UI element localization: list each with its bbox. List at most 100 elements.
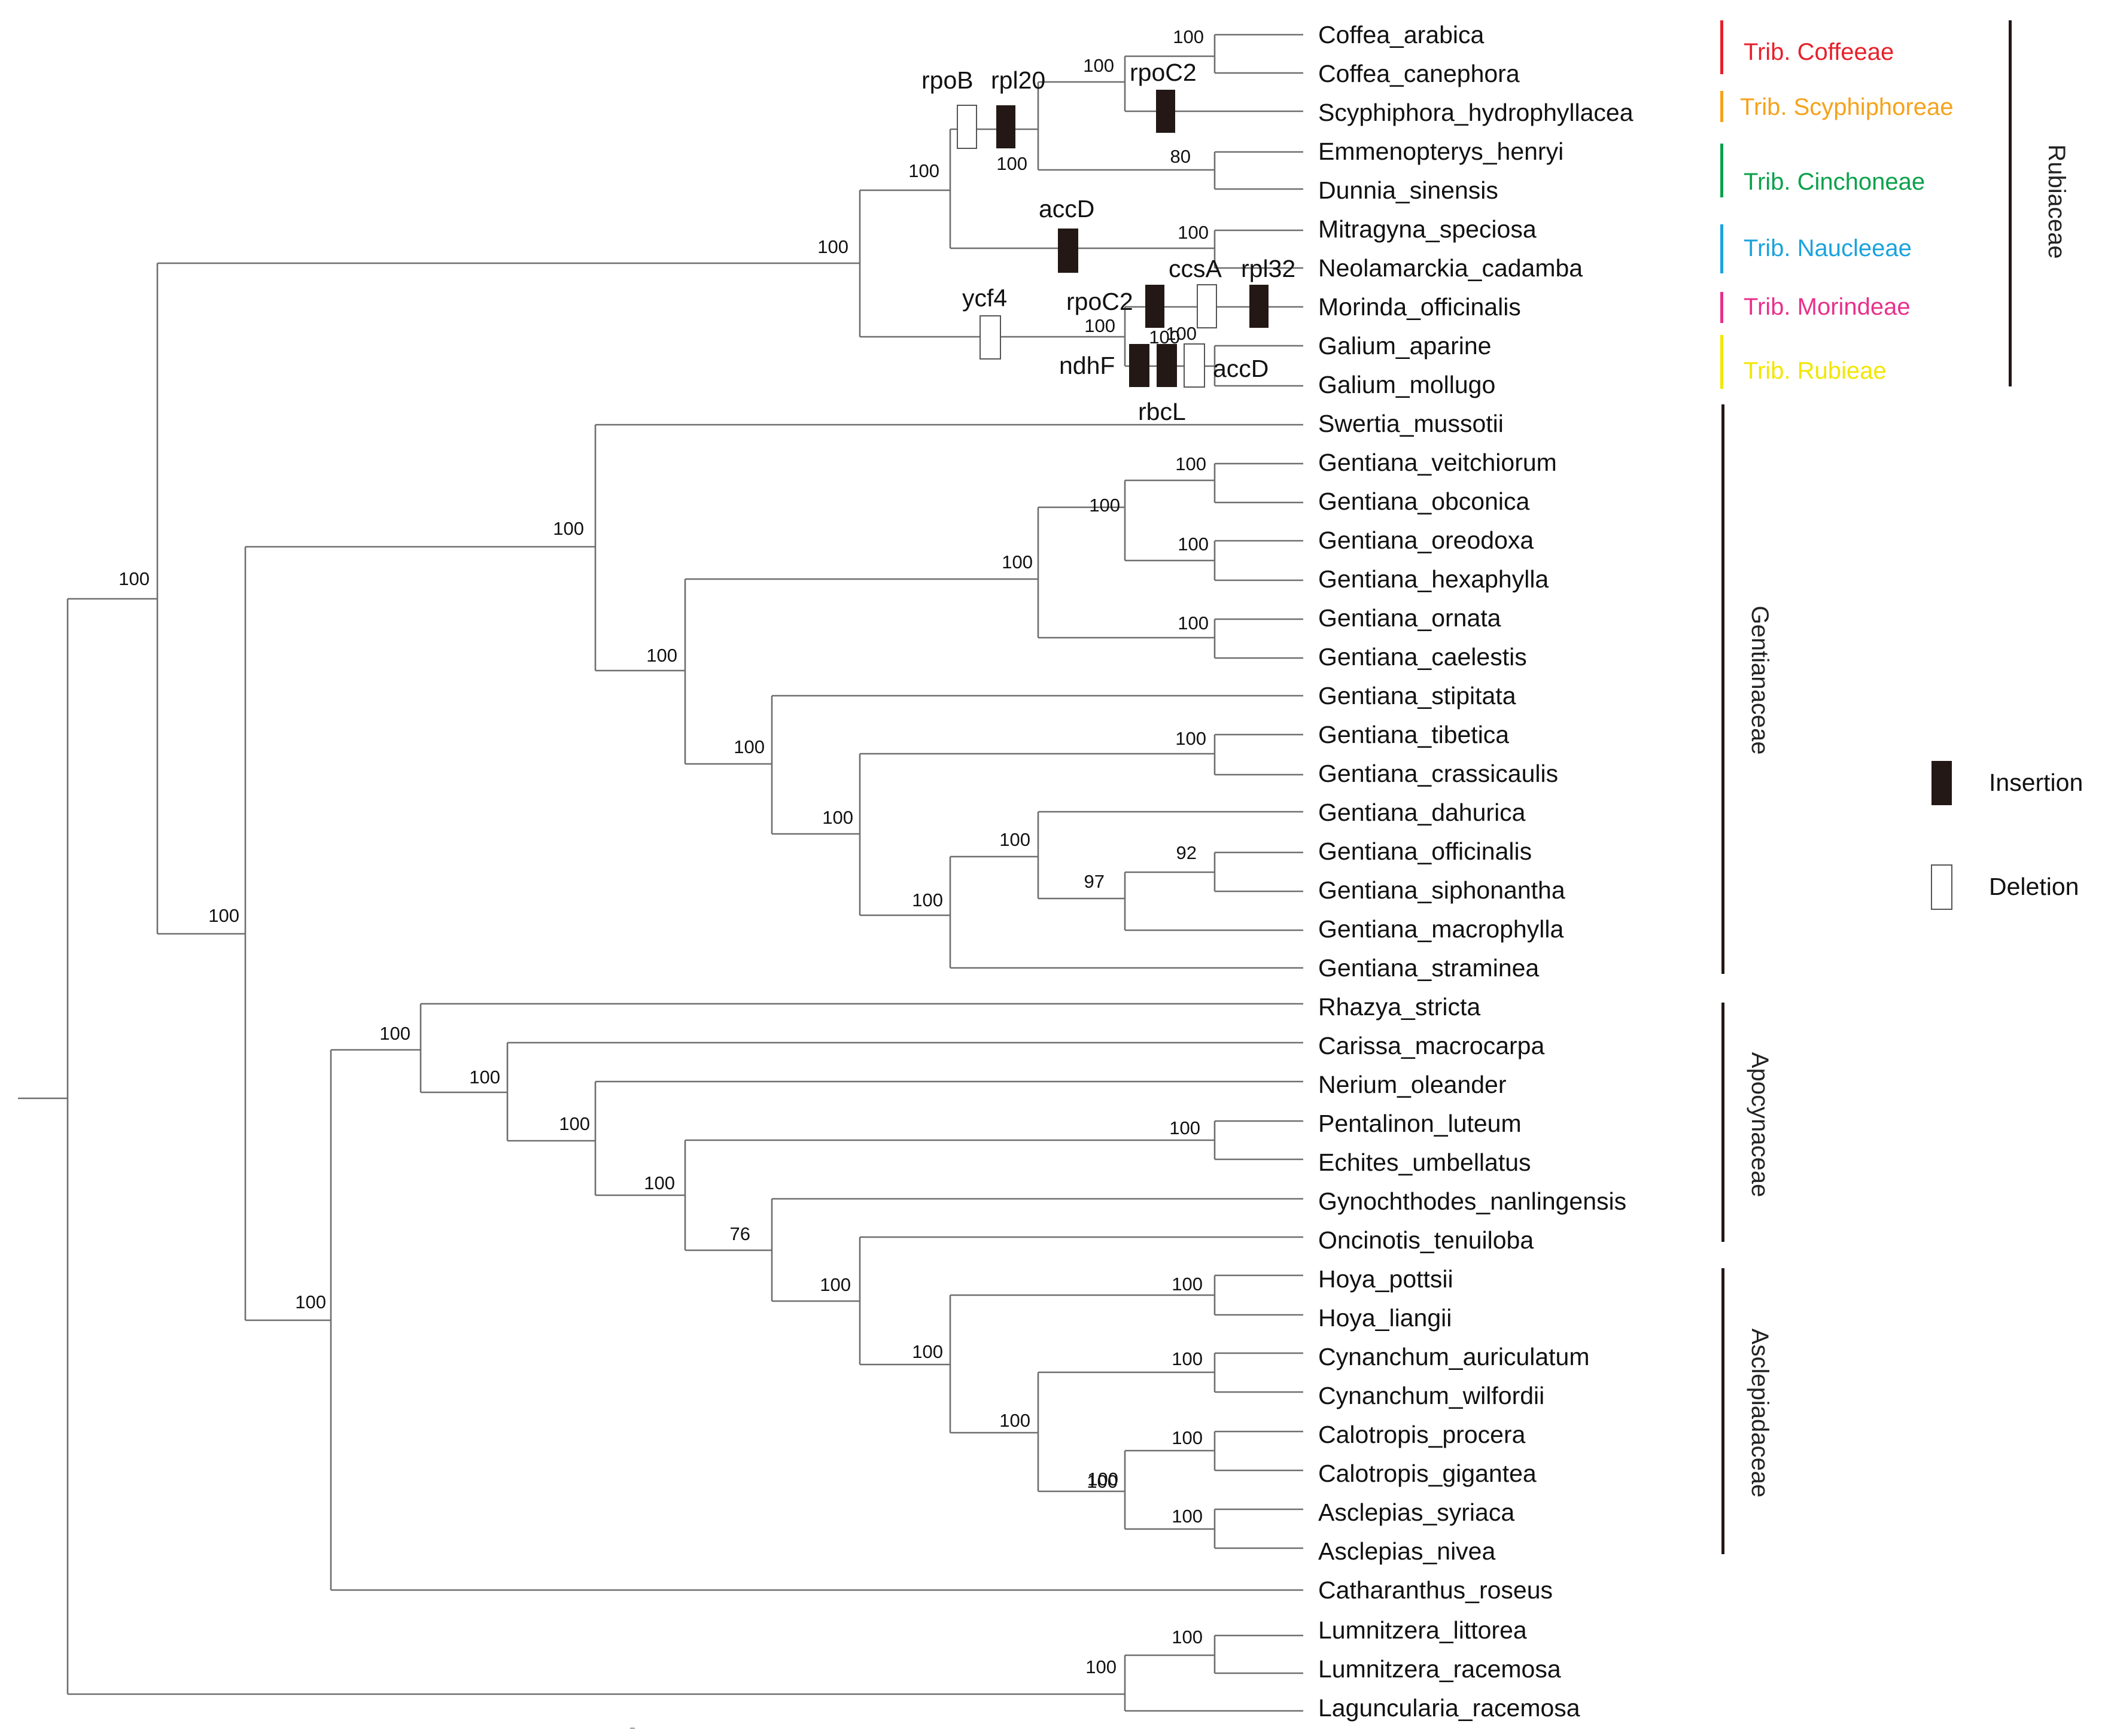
taxon-label: Asclepias_syriaca xyxy=(1318,1499,1514,1526)
support-value: 100 xyxy=(295,1292,326,1312)
taxon-label: Gentiana_straminea xyxy=(1318,954,1539,982)
gene-label: rpl32 xyxy=(1241,255,1295,282)
family-label-rubiaceae: Rubiaceae xyxy=(2043,144,2070,258)
insertion-marker xyxy=(996,105,1015,148)
gene-label: accD xyxy=(1039,195,1094,223)
pentalinon-node xyxy=(1213,1120,1303,1161)
legend: Insertion Deletion xyxy=(1931,761,2083,910)
gentiana-clade-a xyxy=(1037,506,1215,639)
insertion-marker xyxy=(1156,90,1175,133)
taxon-label: Asclepias_nivea xyxy=(1318,1537,1495,1565)
tribe-label: Trib. Coffeeae xyxy=(1744,39,1894,65)
support-value: 100 xyxy=(734,736,765,757)
stray-mark xyxy=(630,1728,635,1729)
tribe-label: Trib. Cinchoneae xyxy=(1744,169,1925,195)
gentianaceae-node xyxy=(594,424,1303,672)
gene-label: ndhF xyxy=(1059,352,1115,379)
gentianales-node xyxy=(244,546,595,1321)
ingroup-node xyxy=(156,262,860,935)
gene-label: rpoC2 xyxy=(1130,59,1197,86)
gene-label: rpl20 xyxy=(991,66,1045,94)
family-bar-rubiaceae xyxy=(2009,20,2012,386)
taxon-label: Mitragyna_speciosa xyxy=(1318,215,1537,243)
taxon-label: Gentiana_dahurica xyxy=(1318,799,1526,826)
veitchiorum-node xyxy=(1213,462,1303,504)
tribe-annotations: Trib. Coffeeae Trib. Scyphiphoreae Trib.… xyxy=(1720,20,1953,389)
calotropis-asclepias-node xyxy=(1124,1449,1215,1530)
carissa-node xyxy=(506,1041,1303,1142)
deletion-marker xyxy=(957,105,977,149)
tribe-bar xyxy=(1720,224,1723,273)
taxon-label: Gentiana_caelestis xyxy=(1318,643,1527,671)
taxon-label: Gentiana_stipitata xyxy=(1318,682,1516,709)
gentiana-clade-b2 xyxy=(949,855,1303,969)
taxon-label: Calotropis_procera xyxy=(1318,1421,1526,1448)
support-value: 100 xyxy=(908,160,939,181)
tree-branches xyxy=(18,33,1303,1712)
family-bar-gentianaceae xyxy=(1721,404,1724,974)
support-value: 100 xyxy=(1172,1506,1203,1527)
taxon-label: Morinda_officinalis xyxy=(1318,293,1521,321)
taxon-label: Carissa_macrocarpa xyxy=(1318,1032,1544,1059)
hoya-node xyxy=(1213,1274,1303,1316)
support-value: 100 xyxy=(1089,495,1120,516)
gentiana-clade-b1 xyxy=(859,753,1215,916)
lumnitzera-node xyxy=(1213,1634,1303,1674)
gene-label: rpoB xyxy=(921,66,974,94)
support-value: 97 xyxy=(1084,871,1105,892)
taxon-label: Lumnitzera_littorea xyxy=(1318,1616,1527,1644)
support-value: 100 xyxy=(469,1067,500,1088)
apocynoid-node xyxy=(684,1139,1215,1251)
taxon-label: Oncinotis_tenuiloba xyxy=(1318,1226,1534,1254)
coffea-emmenopterys-node xyxy=(1037,81,1215,171)
officinalis-macrophylla-node xyxy=(1124,871,1303,931)
support-value: 100 xyxy=(822,807,853,828)
taxon-label: Pentalinon_luteum xyxy=(1318,1110,1522,1137)
ornata-node xyxy=(1213,618,1303,659)
taxon-label: Gentiana_macrophylla xyxy=(1318,915,1564,943)
support-value: 100 xyxy=(1087,1469,1118,1490)
support-value: 100 xyxy=(1169,1117,1200,1138)
support-value: 100 xyxy=(912,890,943,910)
family-bar-apocynaceae xyxy=(1721,1003,1724,1242)
taxon-label: Cynanchum_auriculatum xyxy=(1318,1343,1590,1370)
taxon-label: Hoya_liangii xyxy=(1318,1304,1452,1332)
family-label-asclepiadaceae: Asclepiadaceae xyxy=(1747,1329,1773,1497)
family-label-gentianaceae: Gentianaceae xyxy=(1747,605,1773,754)
taxon-label: Echites_umbellatus xyxy=(1318,1149,1531,1176)
taxon-label: Gentiana_veitchiorum xyxy=(1318,449,1557,476)
support-value: 100 xyxy=(208,905,239,926)
gynochthodes-node xyxy=(771,1198,1303,1302)
officinalis-node xyxy=(1213,851,1303,893)
calotropis-node xyxy=(1213,1430,1303,1472)
gene-label: rbcL xyxy=(1138,398,1186,425)
taxon-label: Rhazya_stricta xyxy=(1318,993,1480,1021)
asclepias-node xyxy=(1213,1508,1303,1549)
support-value: 100 xyxy=(1178,534,1209,555)
gentiana-clade-b xyxy=(771,695,1303,835)
taxon-label: Neolamarckia_cadamba xyxy=(1318,254,1583,282)
taxon-label: Gentiana_obconica xyxy=(1318,488,1530,515)
gene-label: rpoC2 xyxy=(1066,288,1133,315)
gene-labels: rpoB rpl20 rpoC2 accD ycf4 rpoC2 ccsA rp… xyxy=(921,59,1295,425)
support-value: 100 xyxy=(1002,552,1033,572)
tribe-bar xyxy=(1720,335,1723,389)
support-values: 100 100 100 100 80 100 100 100 100 100 1… xyxy=(118,26,1209,1677)
taxon-label: Emmenopterys_henryi xyxy=(1318,138,1564,165)
support-value: 76 xyxy=(730,1223,750,1244)
taxon-label: Gentiana_officinalis xyxy=(1318,837,1532,865)
legend-deletion-label: Deletion xyxy=(1989,873,2079,900)
outgroup-node xyxy=(1124,1654,1303,1712)
support-value: 100 xyxy=(996,153,1027,174)
dahurica-node xyxy=(1037,811,1303,900)
insertion-marker xyxy=(1157,344,1177,387)
family-annotations: Rubiaceae Gentianaceae Apocynaceae Ascle… xyxy=(1721,20,2070,1554)
tribe-label: Trib. Scyphiphoreae xyxy=(1740,94,1953,120)
deletion-marker xyxy=(980,315,1001,360)
support-value: 92 xyxy=(1176,842,1197,863)
legend-insertion-label: Insertion xyxy=(1989,769,2083,796)
taxon-label: Swertia_mussotii xyxy=(1318,410,1504,437)
support-value: 100 xyxy=(1172,1348,1203,1369)
taxon-label: Catharanthus_roseus xyxy=(1318,1576,1553,1604)
